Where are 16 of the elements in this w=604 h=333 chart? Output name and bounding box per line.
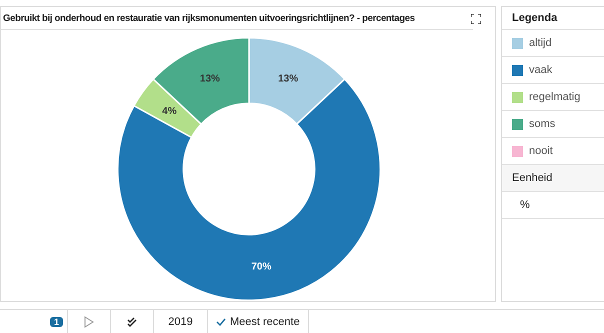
data-label: 70% — [251, 261, 272, 272]
legend-title: Legenda — [502, 7, 604, 30]
text: 1 — [50, 317, 63, 327]
text: Gebruikt bij onderhoud en restauratie van rijksmonumenten uitvoeringsrichtlijnen? - percentages — [3, 12, 415, 24]
legend-label: altijd — [502, 30, 604, 57]
legend-label: vaak — [502, 57, 604, 84]
legend-label: nooit — [502, 138, 604, 165]
data-label: 13% — [278, 73, 298, 84]
text: Meest recente — [207, 310, 309, 333]
data-label: 13% — [200, 73, 220, 84]
legend-label: soms — [502, 111, 604, 138]
data-label: 4% — [162, 106, 177, 117]
text: 2019 — [153, 310, 207, 333]
text: Eenheid — [502, 165, 604, 192]
text: % — [502, 192, 604, 219]
legend-label: regelmatig — [502, 84, 604, 111]
